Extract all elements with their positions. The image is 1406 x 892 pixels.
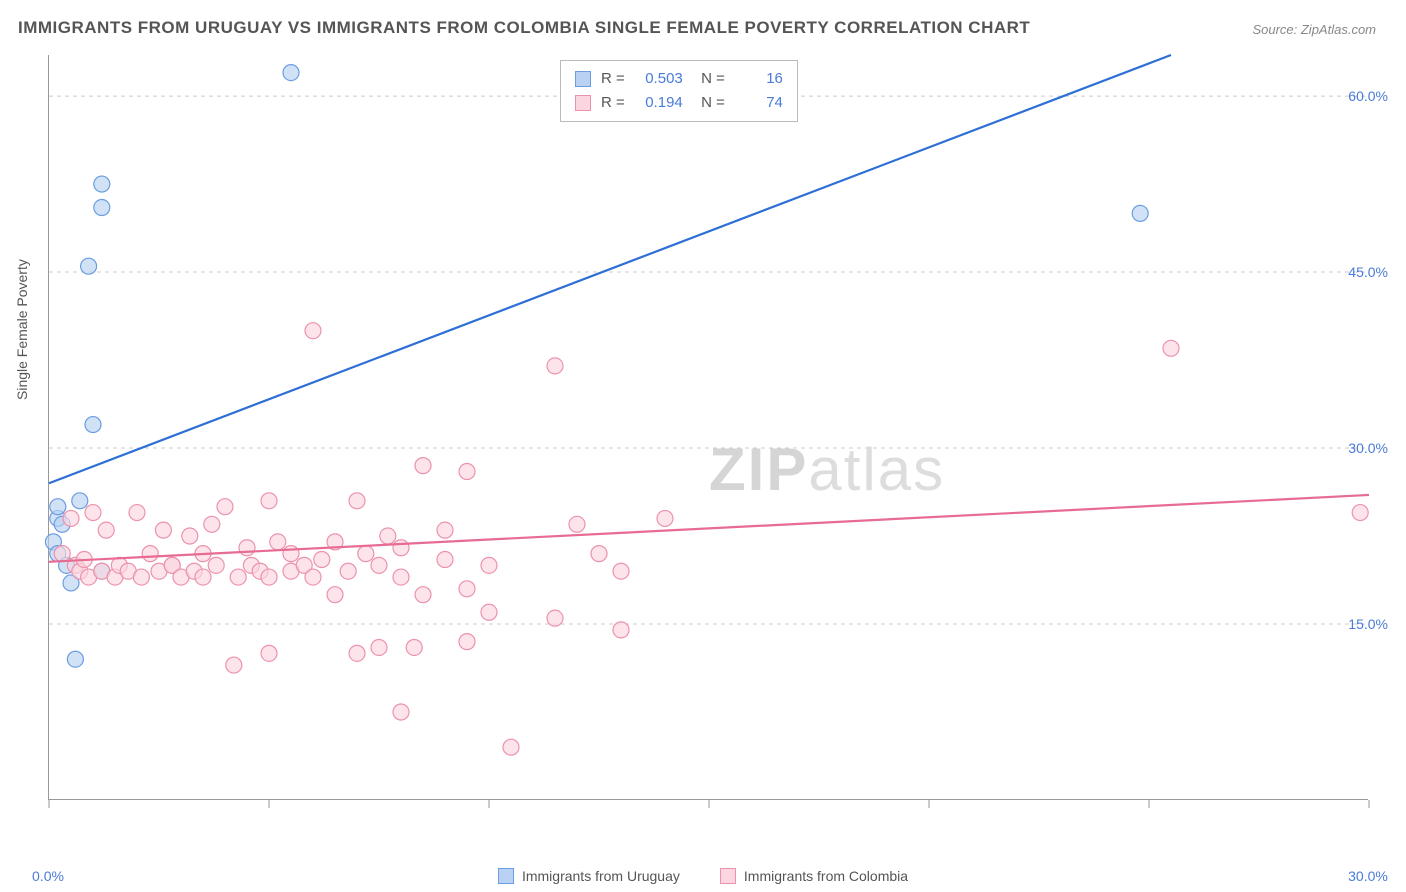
stats-legend-box: R = 0.503 N = 16R = 0.194 N = 74 [560, 60, 798, 122]
stats-r-label: R = [601, 91, 625, 115]
y-tick-label: 15.0% [1348, 616, 1388, 632]
scatter-point [230, 569, 246, 585]
scatter-point [380, 528, 396, 544]
plot-svg [49, 55, 1368, 799]
stats-n-label: N = [693, 91, 725, 115]
scatter-point [459, 581, 475, 597]
scatter-point [54, 546, 70, 562]
scatter-point [415, 587, 431, 603]
scatter-point [305, 569, 321, 585]
scatter-point [261, 569, 277, 585]
bottom-legend: Immigrants from Uruguay Immigrants from C… [0, 868, 1406, 884]
scatter-point [327, 587, 343, 603]
scatter-point [459, 463, 475, 479]
scatter-point [1132, 205, 1148, 221]
scatter-point [340, 563, 356, 579]
legend-swatch [720, 868, 736, 884]
scatter-point [591, 546, 607, 562]
scatter-point [314, 551, 330, 567]
plot-area: ZIPatlas [48, 55, 1368, 800]
x-tick-label: 0.0% [32, 868, 64, 884]
scatter-point [195, 569, 211, 585]
stats-n-label: N = [693, 67, 725, 91]
scatter-point [371, 639, 387, 655]
legend-label: Immigrants from Colombia [744, 868, 908, 884]
scatter-point [270, 534, 286, 550]
scatter-point [94, 200, 110, 216]
scatter-point [261, 645, 277, 661]
stats-n-value: 16 [735, 67, 783, 91]
legend-item: Immigrants from Uruguay [498, 868, 680, 884]
stats-row: R = 0.503 N = 16 [575, 67, 783, 91]
scatter-point [349, 493, 365, 509]
scatter-point [657, 510, 673, 526]
scatter-point [67, 651, 83, 667]
scatter-point [283, 65, 299, 81]
legend-item: Immigrants from Colombia [720, 868, 908, 884]
stats-r-value: 0.194 [635, 91, 683, 115]
scatter-point [406, 639, 422, 655]
stats-r-label: R = [601, 67, 625, 91]
scatter-point [129, 505, 145, 521]
scatter-point [217, 499, 233, 515]
legend-swatch [498, 868, 514, 884]
stats-n-value: 74 [735, 91, 783, 115]
scatter-point [85, 505, 101, 521]
scatter-point [261, 493, 277, 509]
y-tick-label: 45.0% [1348, 264, 1388, 280]
x-tick-label: 30.0% [1348, 868, 1388, 884]
scatter-point [393, 569, 409, 585]
scatter-point [481, 557, 497, 573]
stats-swatch [575, 95, 591, 111]
scatter-point [503, 739, 519, 755]
regression-line [49, 495, 1369, 562]
scatter-point [481, 604, 497, 620]
scatter-point [226, 657, 242, 673]
scatter-point [371, 557, 387, 573]
chart-title: IMMIGRANTS FROM URUGUAY VS IMMIGRANTS FR… [18, 18, 1030, 38]
scatter-point [305, 323, 321, 339]
scatter-point [569, 516, 585, 532]
chart-container: IMMIGRANTS FROM URUGUAY VS IMMIGRANTS FR… [0, 0, 1406, 892]
scatter-point [358, 546, 374, 562]
scatter-point [459, 634, 475, 650]
source-attribution: Source: ZipAtlas.com [1252, 22, 1376, 37]
scatter-point [283, 546, 299, 562]
scatter-point [437, 522, 453, 538]
scatter-point [349, 645, 365, 661]
stats-swatch [575, 71, 591, 87]
scatter-point [50, 499, 66, 515]
scatter-point [393, 540, 409, 556]
scatter-point [142, 546, 158, 562]
y-tick-label: 30.0% [1348, 440, 1388, 456]
scatter-point [63, 510, 79, 526]
scatter-point [415, 458, 431, 474]
scatter-point [239, 540, 255, 556]
scatter-point [547, 358, 563, 374]
scatter-point [1163, 340, 1179, 356]
scatter-point [94, 176, 110, 192]
scatter-point [182, 528, 198, 544]
scatter-point [72, 493, 88, 509]
scatter-point [155, 522, 171, 538]
scatter-point [208, 557, 224, 573]
scatter-point [613, 563, 629, 579]
scatter-point [393, 704, 409, 720]
scatter-point [98, 522, 114, 538]
scatter-point [204, 516, 220, 532]
stats-r-value: 0.503 [635, 67, 683, 91]
y-tick-label: 60.0% [1348, 88, 1388, 104]
scatter-point [1352, 505, 1368, 521]
scatter-point [437, 551, 453, 567]
scatter-point [133, 569, 149, 585]
scatter-point [547, 610, 563, 626]
legend-label: Immigrants from Uruguay [522, 868, 680, 884]
stats-row: R = 0.194 N = 74 [575, 91, 783, 115]
scatter-point [613, 622, 629, 638]
scatter-point [85, 417, 101, 433]
y-axis-label: Single Female Poverty [14, 259, 30, 400]
scatter-point [81, 258, 97, 274]
